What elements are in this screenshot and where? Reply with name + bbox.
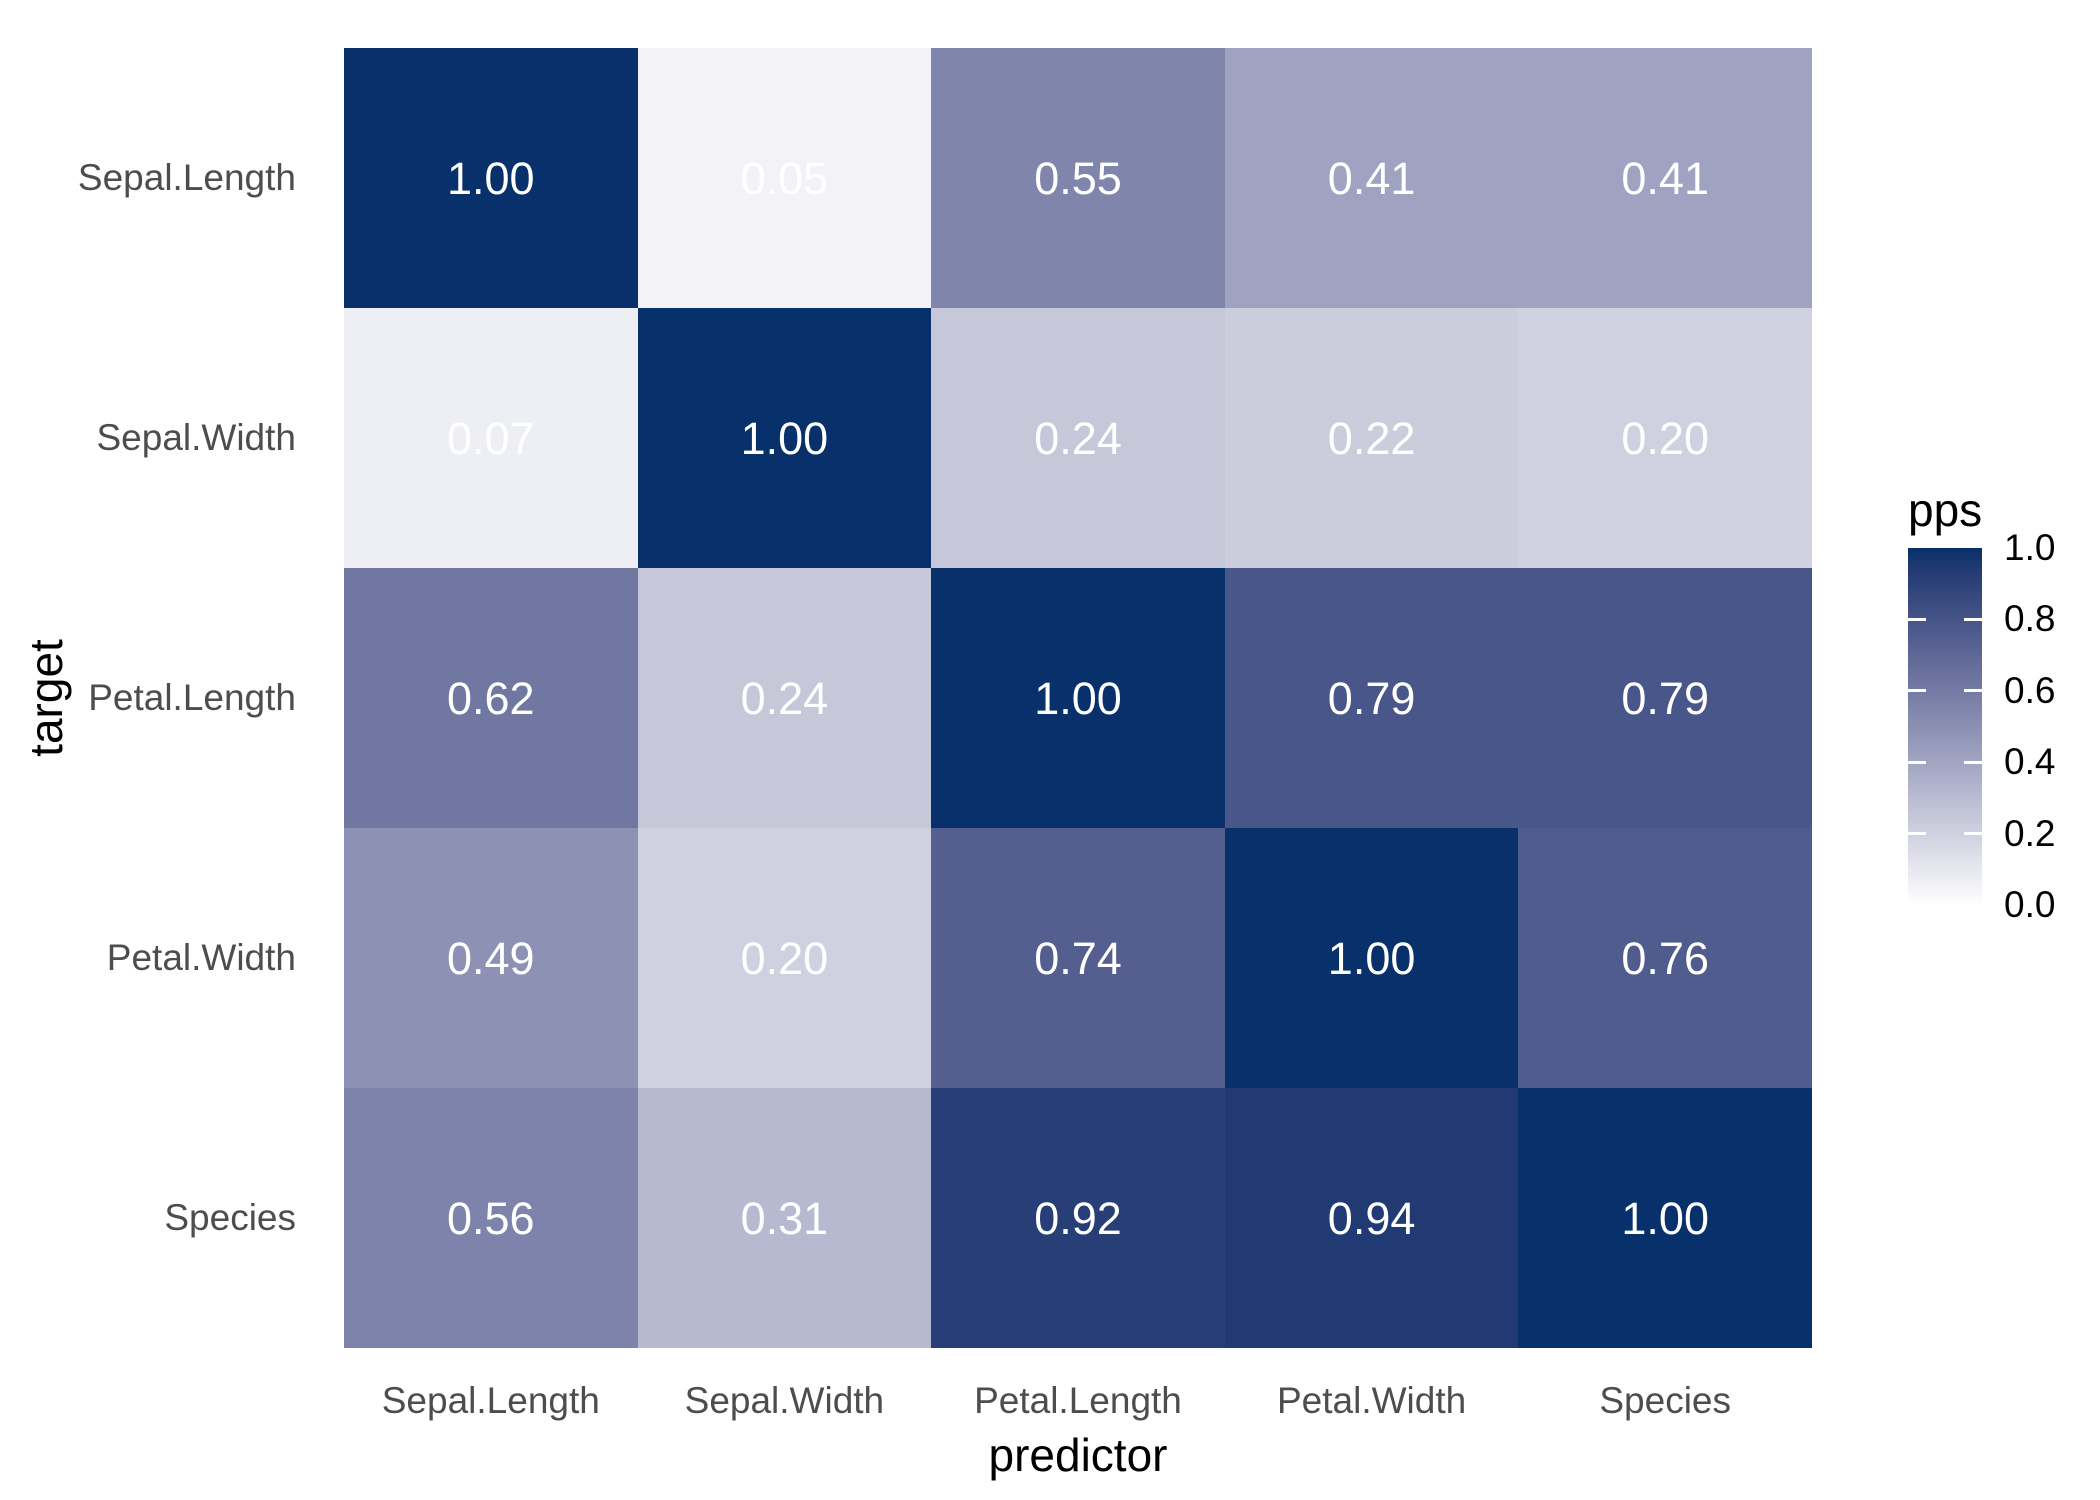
x-tick-label-Sepal.Width: Sepal.Width — [684, 1380, 885, 1421]
heatmap-cell-Sepal.Width-Species: 0.20 — [1518, 308, 1812, 568]
x-tick-label-Species: Species — [1599, 1380, 1731, 1421]
heatmap-cell-Species-Petal.Length: 0.92 — [931, 1088, 1225, 1348]
heatmap-cell-Sepal.Length-Species: 0.41 — [1518, 48, 1812, 308]
legend-tick-mark-0.8 — [1964, 617, 1982, 621]
heatmap-cell-Petal.Width-Petal.Width: 1.00 — [1224, 828, 1519, 1088]
heatmap-cell-Sepal.Width-Petal.Width: 0.22 — [1224, 308, 1519, 568]
heatmap-cell-Sepal.Width-Sepal.Width: 1.00 — [637, 308, 932, 568]
legend-tick-mark-0.4 — [1964, 760, 1982, 764]
legend-title: pps — [1908, 484, 1983, 536]
legend-tick-mark-0.2 — [1964, 832, 1982, 836]
legend-tick-label-1.0: 1.0 — [2004, 527, 2056, 568]
x-tick-label-Petal.Width: Petal.Width — [1276, 1380, 1467, 1421]
heatmap-cell-Petal.Width-Sepal.Length: 0.49 — [344, 828, 638, 1088]
legend-colorbar — [1908, 548, 1982, 905]
heatmap-cell-Sepal.Length-Sepal.Length: 1.00 — [344, 48, 638, 308]
heatmap-cell-Species-Petal.Width: 0.94 — [1224, 1088, 1519, 1348]
legend-tick-label-0.0: 0.0 — [2004, 884, 2056, 925]
legend-tick-label-0.8: 0.8 — [2004, 598, 2056, 640]
heatmap-cell-Petal.Length-Petal.Width: 0.79 — [1224, 568, 1519, 828]
y-tick-label-Sepal.Width: Sepal.Width — [96, 417, 297, 458]
heatmap-cell-Petal.Width-Sepal.Width: 0.20 — [637, 828, 932, 1088]
heatmap-cell-Sepal.Length-Petal.Length: 0.55 — [931, 48, 1225, 308]
legend-tick-mark-0.8 — [1908, 617, 1926, 621]
heatmap-cell-Sepal.Width-Sepal.Length: 0.07 — [344, 308, 638, 568]
heatmap-cell-Species-Sepal.Width: 0.31 — [637, 1088, 932, 1348]
heatmap-cell-Petal.Width-Petal.Length: 0.74 — [931, 828, 1225, 1088]
y-tick-label-Sepal.Length: Sepal.Length — [77, 157, 296, 198]
legend-tick-mark-0.4 — [1908, 760, 1926, 764]
legend-tick-mark-0.6 — [1964, 689, 1982, 693]
legend-tick-label-0.4: 0.4 — [2004, 741, 2056, 783]
x-axis-title: predictor — [988, 1429, 1168, 1481]
y-tick-label-Petal.Length: Petal.Length — [88, 677, 296, 718]
heatmap-cell-Petal.Length-Petal.Length: 1.00 — [931, 568, 1225, 828]
y-tick-label-Petal.Width: Petal.Width — [106, 937, 296, 978]
heatmap-cell-Petal.Length-Species: 0.79 — [1518, 568, 1812, 828]
heatmap-cell-Species-Species: 1.00 — [1518, 1088, 1812, 1348]
heatmap-cell-Petal.Width-Species: 0.76 — [1518, 828, 1812, 1088]
legend-tick-label-0.6: 0.6 — [2004, 669, 2056, 711]
heatmap-grid: 1.00 0.05 0.55 0.41 0.41 0.07 1.00 0.24 0.22 0.20… — [344, 48, 1812, 1348]
y-tick-label-Species: Species — [164, 1197, 296, 1238]
heatmap-cell-Petal.Length-Sepal.Length: 0.62 — [344, 568, 638, 828]
heatmap-cell-Species-Sepal.Length: 0.56 — [344, 1088, 638, 1348]
heatmap-cell-Sepal.Length-Petal.Width: 0.41 — [1224, 48, 1519, 308]
x-tick-label-Sepal.Length: Sepal.Length — [381, 1380, 600, 1421]
legend-tick-mark-0.2 — [1908, 832, 1926, 836]
legend-tick-label-0.2: 0.2 — [2004, 812, 2056, 854]
x-tick-label-Petal.Length: Petal.Length — [974, 1380, 1182, 1421]
heatmap-cell-Petal.Length-Sepal.Width: 0.24 — [637, 568, 932, 828]
heatmap-cell-Sepal.Width-Petal.Length: 0.24 — [931, 308, 1225, 568]
legend-tick-mark-0.6 — [1908, 689, 1926, 693]
heatmap-cell-Sepal.Length-Sepal.Width: 0.05 — [637, 48, 932, 308]
